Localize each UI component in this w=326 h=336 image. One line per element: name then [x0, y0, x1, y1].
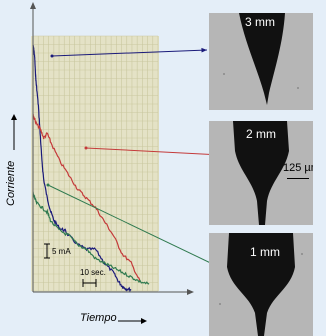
connector-start-3 [46, 183, 50, 187]
series-line-3 [32, 191, 150, 285]
connector-start-2 [84, 146, 88, 150]
tip-image-2mm: 2 mm 125 µm [209, 121, 313, 225]
connector-start-1 [50, 54, 54, 58]
dust-speck [301, 253, 303, 255]
x-axis-title-arrowhead [141, 318, 147, 324]
needle-shape [239, 13, 285, 105]
series-group [32, 45, 150, 293]
micrometer-scale-bar [287, 178, 309, 179]
x-scale-bar [82, 279, 97, 287]
x-scale-label: 10 sec. [80, 268, 106, 277]
connector-arrowhead-1 [201, 47, 207, 53]
connector-line-2 [85, 147, 222, 156]
dust-speck [219, 303, 221, 305]
tip-image-1mm: 1 mm [209, 233, 313, 336]
connector-line-3 [47, 184, 222, 269]
y-scale-bar [44, 243, 50, 259]
tip-label-2mm: 2 mm [246, 127, 276, 141]
dust-speck [297, 87, 299, 89]
x-axis-arrowhead [187, 289, 194, 295]
y-axis-title-arrowhead [11, 114, 17, 120]
needle-shape [233, 121, 289, 225]
y-axis-title: Corriente [5, 161, 17, 206]
needle-shape [227, 233, 295, 336]
series-line-1 [32, 45, 132, 293]
micrometer-scale-label: 125 µm [283, 162, 313, 174]
tip-image-3mm: 3 mm [209, 13, 313, 110]
tip-label-3mm: 3 mm [245, 15, 275, 29]
x-axis-title: Tiempo [80, 312, 117, 324]
connector-line-1 [51, 49, 208, 57]
dust-speck [223, 73, 225, 75]
tip-label-1mm: 1 mm [250, 245, 280, 259]
y-axis-arrowhead [30, 2, 36, 9]
y-scale-label: 5 mA [52, 247, 71, 256]
series-line-2 [32, 113, 141, 282]
